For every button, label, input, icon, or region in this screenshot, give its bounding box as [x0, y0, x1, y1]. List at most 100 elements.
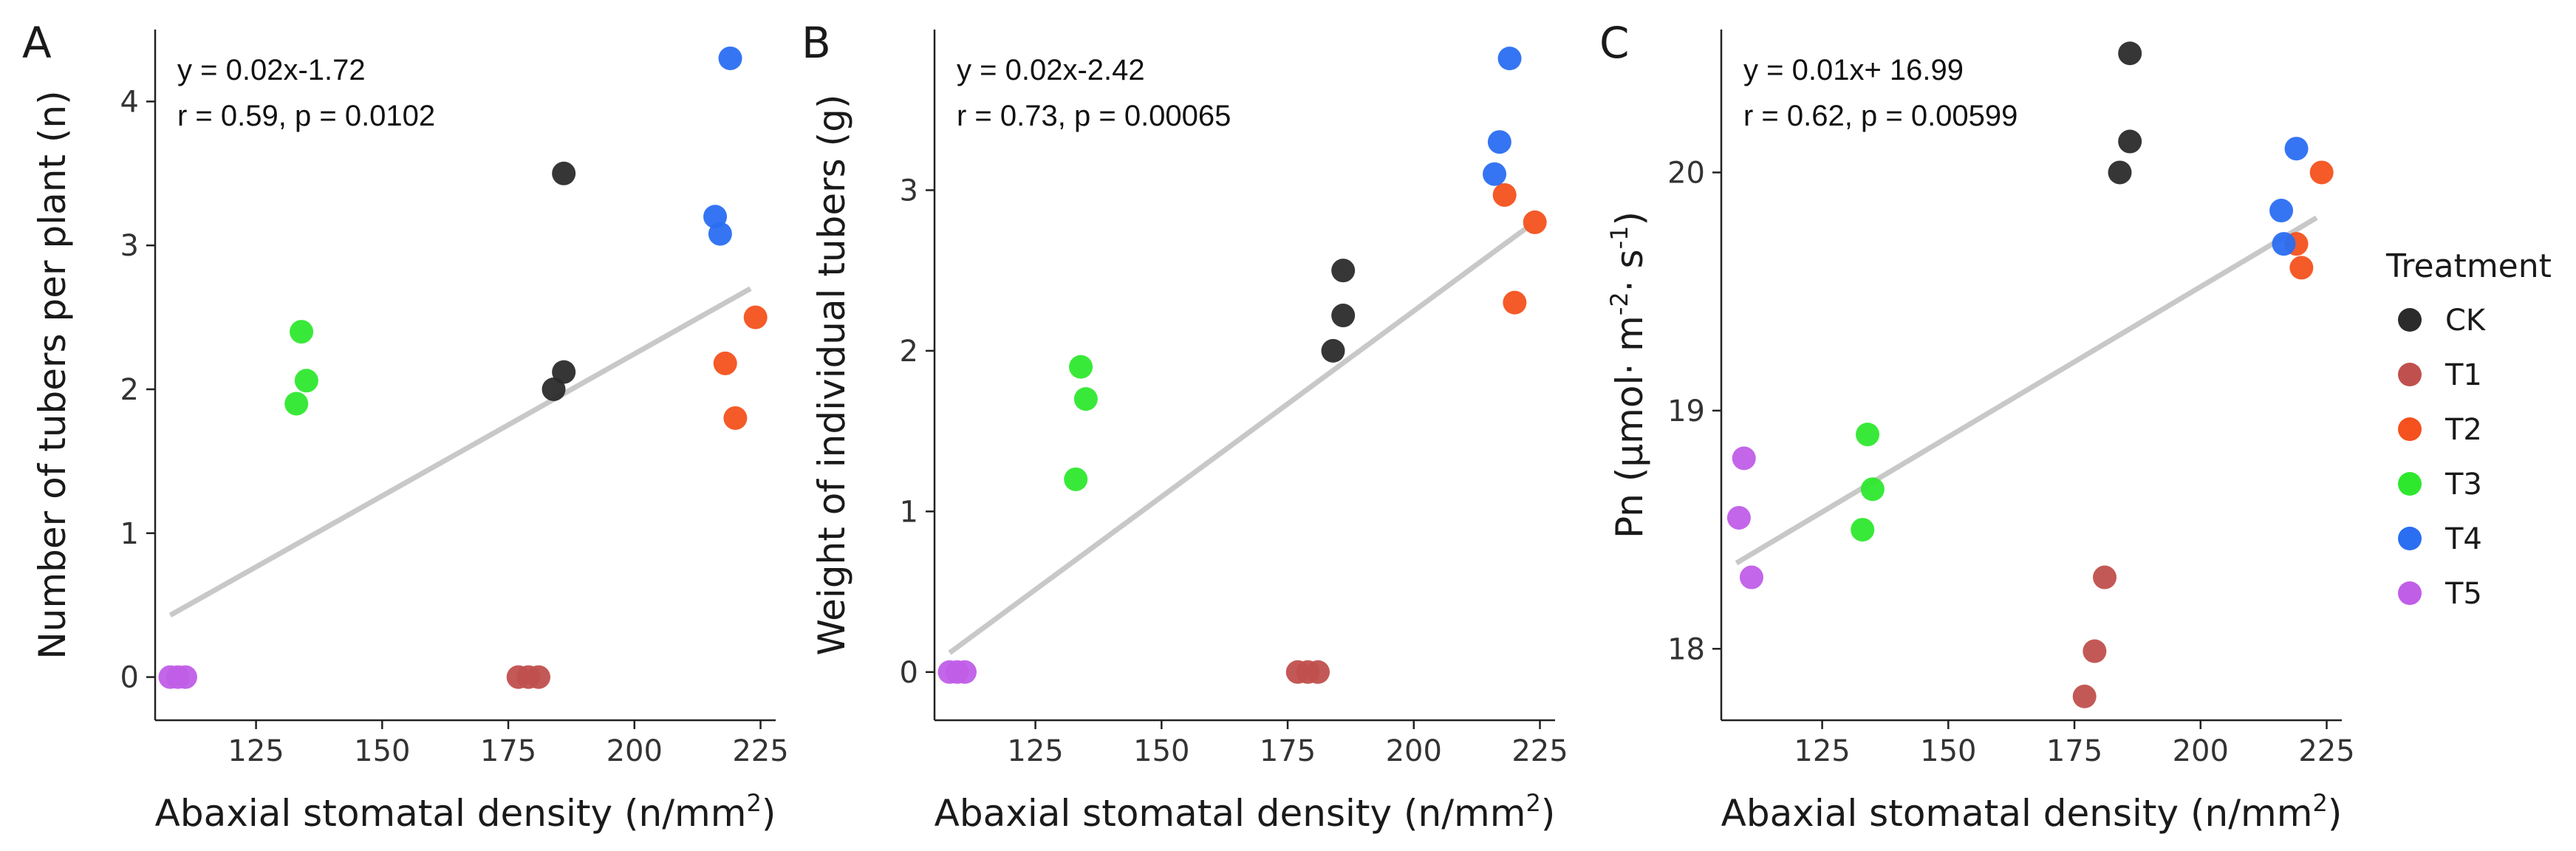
series-t4	[703, 46, 742, 246]
legend-item-ck: CK	[2398, 304, 2487, 338]
y-tick-label: 3	[900, 174, 918, 208]
data-point	[1073, 387, 1098, 411]
y-axis-title-sup1: -2	[1605, 292, 1633, 315]
panel-letter: C	[1599, 18, 1630, 68]
legend-item-t5: T5	[2398, 577, 2482, 611]
x-axis-title: Abaxial stomatal density (n/mm2)	[1721, 789, 2343, 835]
data-point	[2108, 160, 2132, 185]
legend: Treatment CK T1 T2 T3 T4 T5	[2385, 247, 2552, 611]
legend-label: T4	[2445, 522, 2482, 556]
series-t5	[937, 660, 977, 684]
y-axis-title-mid: · s	[1608, 249, 1651, 292]
data-point	[1860, 477, 1885, 502]
series-t3	[284, 320, 318, 416]
x-axis-title-end: )	[2328, 792, 2343, 835]
panel-a: 125 150 175 200 225 0 1 2 3 4 A Abaxial stomatal de…	[22, 18, 789, 835]
data-point	[2072, 684, 2097, 708]
series-t1	[506, 665, 551, 689]
data-point	[1069, 355, 1093, 379]
y-axis-title: Pn (μmol· m-2· s-1)	[1605, 211, 1651, 539]
data-point	[294, 369, 318, 393]
legend-item-t3: T3	[2398, 468, 2482, 502]
data-point	[1492, 182, 1517, 207]
data-point	[552, 161, 576, 185]
data-point	[1726, 505, 1751, 530]
x-axis-title: Abaxial stomatal density (n/mm2)	[155, 789, 776, 835]
series-t1	[1285, 660, 1330, 684]
x-tick-label: 200	[2173, 734, 2229, 768]
data-point	[708, 222, 732, 246]
x-tick-label: 150	[1133, 734, 1189, 768]
panel-b: 125 150 175 200 225 0 1 2 3 B Abaxial stomatal den…	[802, 18, 1568, 835]
x-axis-title-text: Abaxial stomatal density (n/mm	[155, 792, 747, 835]
data-point	[541, 377, 566, 401]
data-point	[1503, 290, 1527, 315]
data-point	[2289, 256, 2314, 280]
series-t4	[2269, 137, 2309, 256]
x-tick-label: 125	[228, 734, 284, 768]
data-point	[1732, 446, 1756, 471]
trend-line	[948, 223, 1531, 655]
series-t5	[1726, 446, 1763, 589]
legend-label: T2	[2445, 413, 2482, 447]
y-tick-label: 18	[1667, 632, 1705, 666]
data-point	[1331, 259, 1356, 283]
trend-line	[1735, 215, 2318, 566]
legend-swatch	[2398, 581, 2422, 605]
regression-equation: y = 0.01x+ 16.99	[1743, 54, 1964, 86]
x-tick-label: 150	[354, 734, 410, 768]
legend-label: CK	[2445, 304, 2487, 338]
y-axis-title-text: Number of tubers per plant (n)	[31, 90, 74, 659]
data-point	[173, 665, 197, 689]
data-point	[527, 665, 551, 689]
regression-stats: r = 0.73, p = 0.00065	[957, 100, 1231, 132]
x-tick-label: 200	[607, 734, 663, 768]
y-axis-title: Weight of individual tubers (g)	[810, 95, 853, 656]
data-point	[284, 392, 309, 416]
panel-letter: A	[22, 18, 52, 68]
x-axis-title-text: Abaxial stomatal density (n/mm	[935, 792, 1526, 835]
series-t3	[1064, 355, 1098, 491]
regression-stats: r = 0.59, p = 0.0102	[177, 100, 435, 132]
data-point	[718, 46, 742, 70]
data-point	[2093, 565, 2117, 589]
y-axis-title-text: Weight of individual tubers (g)	[810, 95, 853, 656]
series-t3	[1851, 423, 1885, 542]
panel-letter: B	[802, 18, 831, 68]
data-point	[1739, 565, 1763, 589]
x-axis-title-sup: 2	[2312, 789, 2327, 817]
x-axis-title-end: )	[1541, 792, 1556, 835]
data-point	[2118, 129, 2142, 154]
y-tick-label: 1	[900, 495, 918, 529]
data-point	[290, 320, 314, 344]
x-tick-label: 125	[1794, 734, 1850, 768]
data-point	[713, 351, 737, 375]
data-point	[1487, 130, 1511, 154]
data-point	[1321, 338, 1345, 363]
data-point	[1851, 518, 1875, 542]
trend-line	[168, 286, 752, 618]
x-tick-label: 225	[2298, 734, 2354, 768]
x-tick-label: 175	[1260, 734, 1316, 768]
x-axis-title: Abaxial stomatal density (n/mm2)	[935, 789, 1556, 835]
y-tick-label: 0	[900, 656, 918, 690]
y-tick-label: 19	[1667, 394, 1705, 428]
legend-swatch	[2398, 417, 2422, 441]
legend-item-t1: T1	[2398, 358, 2482, 392]
data-point	[1497, 47, 1522, 71]
y-tick-label: 2	[120, 373, 139, 407]
regression-stats: r = 0.62, p = 0.00599	[1743, 100, 2018, 132]
legend-swatch	[2398, 472, 2422, 496]
data-point	[952, 660, 977, 684]
panel-c: 125 150 175 200 225 18 19 20 C Abaxial stomatal d…	[1599, 18, 2355, 835]
legend-swatch	[2398, 308, 2422, 332]
x-axis-title-text: Abaxial stomatal density (n/mm	[1721, 792, 2313, 835]
data-point	[1331, 304, 1356, 328]
x-tick-label: 225	[732, 734, 788, 768]
y-axis-title-text: Pn (μmol· m	[1608, 315, 1651, 539]
series-ck	[541, 161, 576, 401]
y-tick-label: 3	[120, 229, 139, 263]
legend-label: T1	[2445, 358, 2482, 392]
x-tick-label: 200	[1386, 734, 1442, 768]
